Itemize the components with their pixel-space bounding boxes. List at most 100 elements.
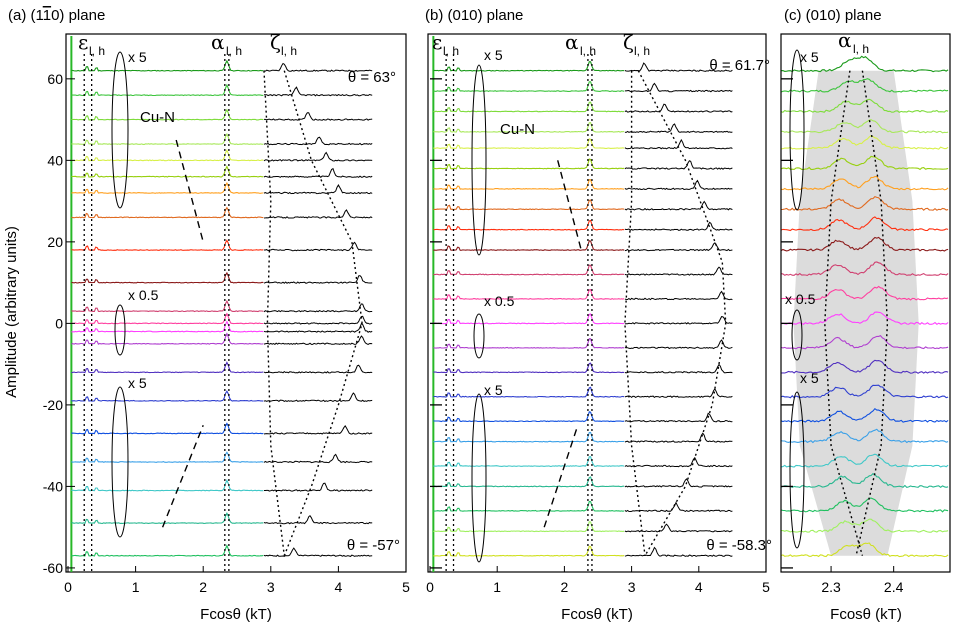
spectrum-trace (780, 119, 949, 134)
spectrum-trace (433, 138, 625, 150)
cu-n-curve (175, 139, 204, 243)
branch-subscript: l, h (634, 44, 650, 58)
panel-a-epsilon-label: ε l, h (78, 30, 105, 58)
spectrum-trace (71, 451, 264, 463)
spectrum-trace (71, 59, 264, 72)
spectrum-trace (71, 165, 264, 178)
panel-b-scale-label: x 5 (484, 382, 503, 398)
high-field-trace (263, 364, 373, 374)
spectrum-trace (780, 98, 949, 113)
high-field-trace (624, 103, 733, 113)
panel-a-xlabel: Fcosθ (kT) (200, 606, 272, 623)
high-field-trace (624, 339, 733, 350)
spectrum-trace (780, 497, 949, 513)
high-field-trace (624, 363, 733, 374)
panel-b-alpha-label: α l, h (565, 30, 596, 58)
spectrum-trace (780, 285, 949, 301)
high-field-trace (624, 82, 733, 93)
spectrum-trace (780, 155, 949, 171)
branch-subscript: l, h (443, 44, 459, 58)
panel-b-cu-n-label: Cu-N (500, 121, 535, 138)
spectrum-trace (433, 81, 625, 93)
high-field-trace (624, 266, 733, 276)
x-tick-label: 5 (402, 579, 410, 595)
spectrum-trace (71, 332, 264, 345)
branch-subscript: l, h (281, 44, 297, 58)
zeta-symbol: ζ (623, 30, 634, 54)
spectrum-trace (433, 545, 625, 557)
panel-c-xlabel: Fcosθ (kT) (830, 606, 902, 623)
branch-subscript: l, h (853, 42, 869, 56)
high-field-trace (624, 290, 733, 301)
panel-c-scale-ellipse (789, 49, 805, 211)
spectrum-trace (780, 335, 949, 350)
zeta-symbol: ζ (270, 30, 281, 54)
high-field-trace (263, 183, 373, 195)
spectrum-trace (71, 361, 264, 374)
spectrum-trace (71, 390, 264, 402)
spectrum-trace (780, 261, 949, 276)
alpha-symbol: α (838, 28, 852, 52)
panel-b-epsilon-label: ε l, h (432, 30, 459, 58)
spectrum-trace (71, 132, 264, 145)
spectrum-trace (71, 299, 264, 313)
panel-a-scale-label: x 0.5 (128, 287, 159, 303)
panel-a-alpha-label: α l, h (211, 30, 242, 58)
zeta-curve (283, 70, 363, 556)
x-tick-label: 2.3 (821, 579, 841, 595)
y-tick-label: -40 (43, 478, 63, 494)
high-field-trace (624, 62, 733, 72)
spectrum-trace (433, 386, 625, 398)
high-field-trace (624, 123, 733, 134)
spectrum-trace (780, 55, 949, 73)
alpha-symbol: α (211, 30, 225, 54)
panel-b-title: (b) (010) plane (425, 7, 523, 24)
spectrum-trace (780, 359, 949, 374)
y-tick-label: 20 (47, 234, 63, 250)
spectrum-trace (780, 78, 949, 93)
high-field-trace (624, 221, 733, 231)
high-field-trace (624, 138, 733, 150)
spectrum-trace (433, 476, 625, 488)
panel-b-scale-label: x 5 (484, 47, 503, 63)
x-tick-label: 2 (199, 579, 207, 595)
spectrum-trace (433, 362, 625, 374)
panel-c-scale-ellipse (791, 309, 803, 361)
spectrum-trace (71, 271, 264, 284)
y-tick-label: 0 (55, 315, 63, 331)
spectrum-trace (71, 239, 264, 251)
high-field-trace (263, 453, 373, 464)
spectrum-trace (433, 219, 625, 231)
high-field-trace (624, 387, 733, 399)
panel-a-theta-bottom: θ = -57° (347, 537, 400, 554)
spectrum-trace (433, 338, 625, 349)
high-field-trace (264, 241, 373, 252)
panel-c-scale-ellipse (789, 391, 805, 549)
high-field-trace (624, 523, 733, 533)
panel-a-zeta-label: ζ l, h (270, 30, 297, 58)
spectrum-trace (433, 500, 625, 512)
high-field-trace (624, 316, 733, 325)
high-field-trace (263, 392, 373, 403)
spectrum-trace (433, 240, 625, 251)
spectrum-trace (433, 313, 625, 325)
spectrum-trace (71, 512, 264, 525)
spectrum-trace (433, 101, 625, 113)
spectrum-trace (71, 320, 264, 333)
spectrum-trace (780, 216, 949, 232)
spectrum-trace (71, 206, 264, 219)
high-field-trace (624, 179, 733, 191)
panel-b-scale-ellipse (471, 64, 487, 256)
high-field-trace (263, 303, 373, 313)
zeta-curve (624, 70, 646, 556)
high-field-trace (264, 482, 373, 492)
zeta-curve (637, 70, 727, 557)
spectrum-trace (71, 108, 264, 121)
spectrum-trace (433, 61, 625, 72)
spectrum-trace (433, 456, 625, 467)
x-tick-label: 4 (695, 579, 703, 595)
high-field-trace (263, 315, 373, 325)
spectrum-trace (780, 236, 949, 252)
